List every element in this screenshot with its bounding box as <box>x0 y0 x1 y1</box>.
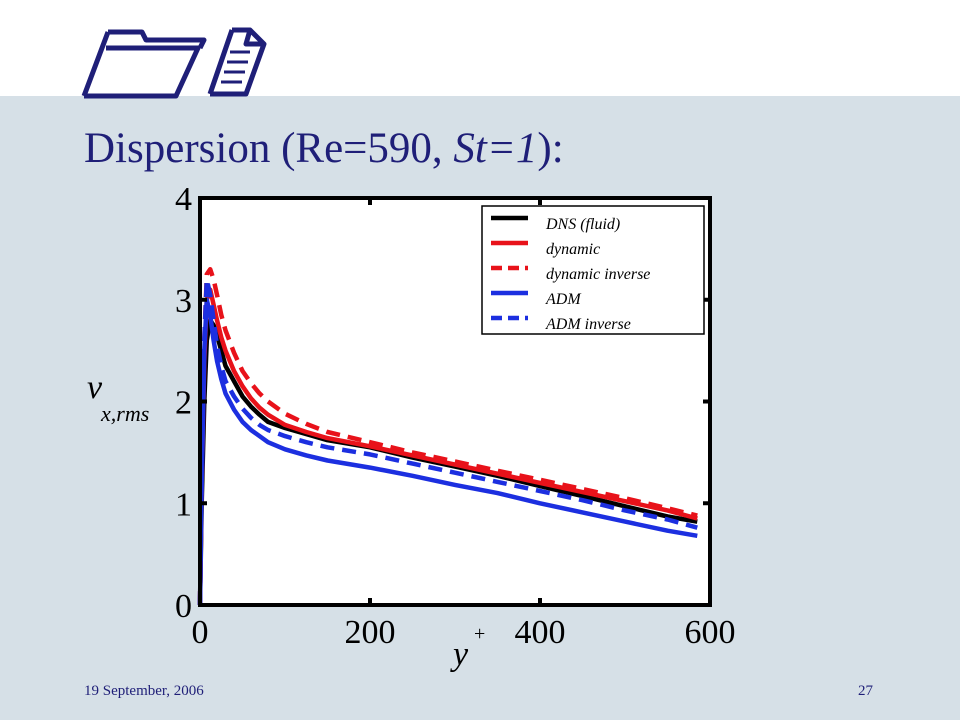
slide-title: Dispersion (Re=590, St=1): <box>84 124 564 173</box>
y-axis-label: v <box>87 369 103 406</box>
legend-label: dynamic inverse <box>546 266 650 283</box>
x-tick-label: 200 <box>345 614 396 651</box>
y-tick-label: 2 <box>175 385 192 422</box>
tick-layer: 0 200 400 600 0 1 2 3 4 <box>175 181 736 651</box>
legend-label: ADM inverse <box>545 316 631 333</box>
series-line-adm <box>197 297 698 606</box>
title-italic: St=1 <box>453 125 538 172</box>
footer-date: 19 September, 2006 <box>84 683 204 699</box>
y-tick-label: 1 <box>175 486 192 523</box>
y-tick-label: 4 <box>175 181 192 218</box>
page-number: 27 <box>858 683 873 699</box>
series-line-adm-inverse <box>197 277 698 606</box>
series-layer <box>197 266 698 606</box>
title-main: Dispersion (Re=590, <box>84 125 454 172</box>
title-end: ): <box>537 125 564 172</box>
logo <box>81 27 267 99</box>
axes-layer <box>198 196 712 607</box>
folder-icon <box>81 29 207 99</box>
x-tick-label: 600 <box>685 614 736 651</box>
document-icon <box>207 27 267 97</box>
legend-label: ADM <box>545 291 582 308</box>
x-tick-label: 0 <box>192 614 209 651</box>
y-axis-label-subscript: x,rms <box>100 401 149 426</box>
series-line-dynamic-inverse <box>197 266 698 606</box>
legend-label: DNS (fluid) <box>545 216 620 233</box>
y-tick-label: 3 <box>175 283 192 320</box>
legend-label: dynamic <box>546 241 600 258</box>
y-tick-label: 0 <box>175 588 192 625</box>
x-axis-label: y <box>450 636 469 673</box>
legend: DNS (fluid) dynamic dynamic inverse ADM ADM … <box>481 205 705 335</box>
x-tick-label: 400 <box>515 614 566 651</box>
x-axis-label-superscript: + <box>474 623 485 645</box>
